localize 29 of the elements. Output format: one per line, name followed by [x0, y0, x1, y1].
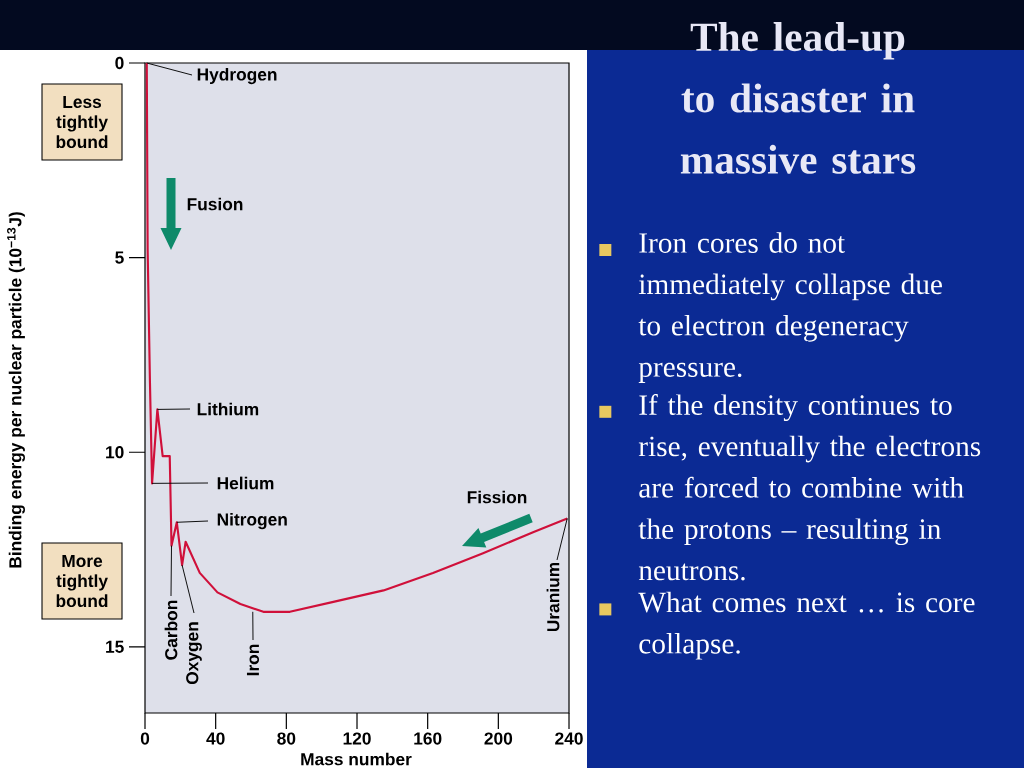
x-tick-label: 120 — [343, 732, 371, 745]
text: Less tightly bound — [56, 95, 108, 149]
annotation: Lithium — [197, 402, 259, 416]
x-tick-label: 240 — [555, 732, 583, 745]
y-tick-label: 10 — [106, 446, 124, 459]
annotation: Fusion — [187, 197, 243, 211]
x-tick-label: 40 — [206, 732, 225, 745]
y-axis-title: Binding energy per nuclear particle (10$^{−13}$J) — [7, 212, 25, 568]
annotation: Carbon — [164, 600, 178, 660]
text: The lead-up to disaster in massive stars — [680, 22, 916, 174]
text: What comes next … is core collapse. — [638, 591, 975, 660]
annotation: Iron — [246, 644, 260, 676]
x-tick-label: 80 — [277, 732, 296, 745]
annotation: Helium — [217, 476, 274, 490]
x-tick-label: 0 — [140, 732, 150, 745]
text: If the density continues to rise, eventually the electrons are forced to combine with the protons – resulting in neutrons. — [638, 394, 981, 581]
x-tick-label: 160 — [414, 732, 442, 745]
y-tick-label: 0 — [115, 56, 124, 70]
x-axis-title: Mass number — [301, 752, 412, 766]
x-tick-label: 200 — [484, 732, 513, 745]
annotation: Nitrogen — [217, 512, 287, 530]
y-tick-label: 15 — [106, 640, 124, 653]
y-tick-label: 5 — [115, 251, 124, 264]
text: More tightly bound — [56, 554, 108, 608]
text: Iron cores do not immediately collapse due to electron degeneracy pressure. — [638, 232, 942, 383]
annotation: Oxygen — [186, 622, 202, 685]
annotation: Fission — [467, 490, 527, 504]
annotation: Uranium — [546, 562, 560, 632]
annotation: Hydrogen — [197, 67, 277, 85]
